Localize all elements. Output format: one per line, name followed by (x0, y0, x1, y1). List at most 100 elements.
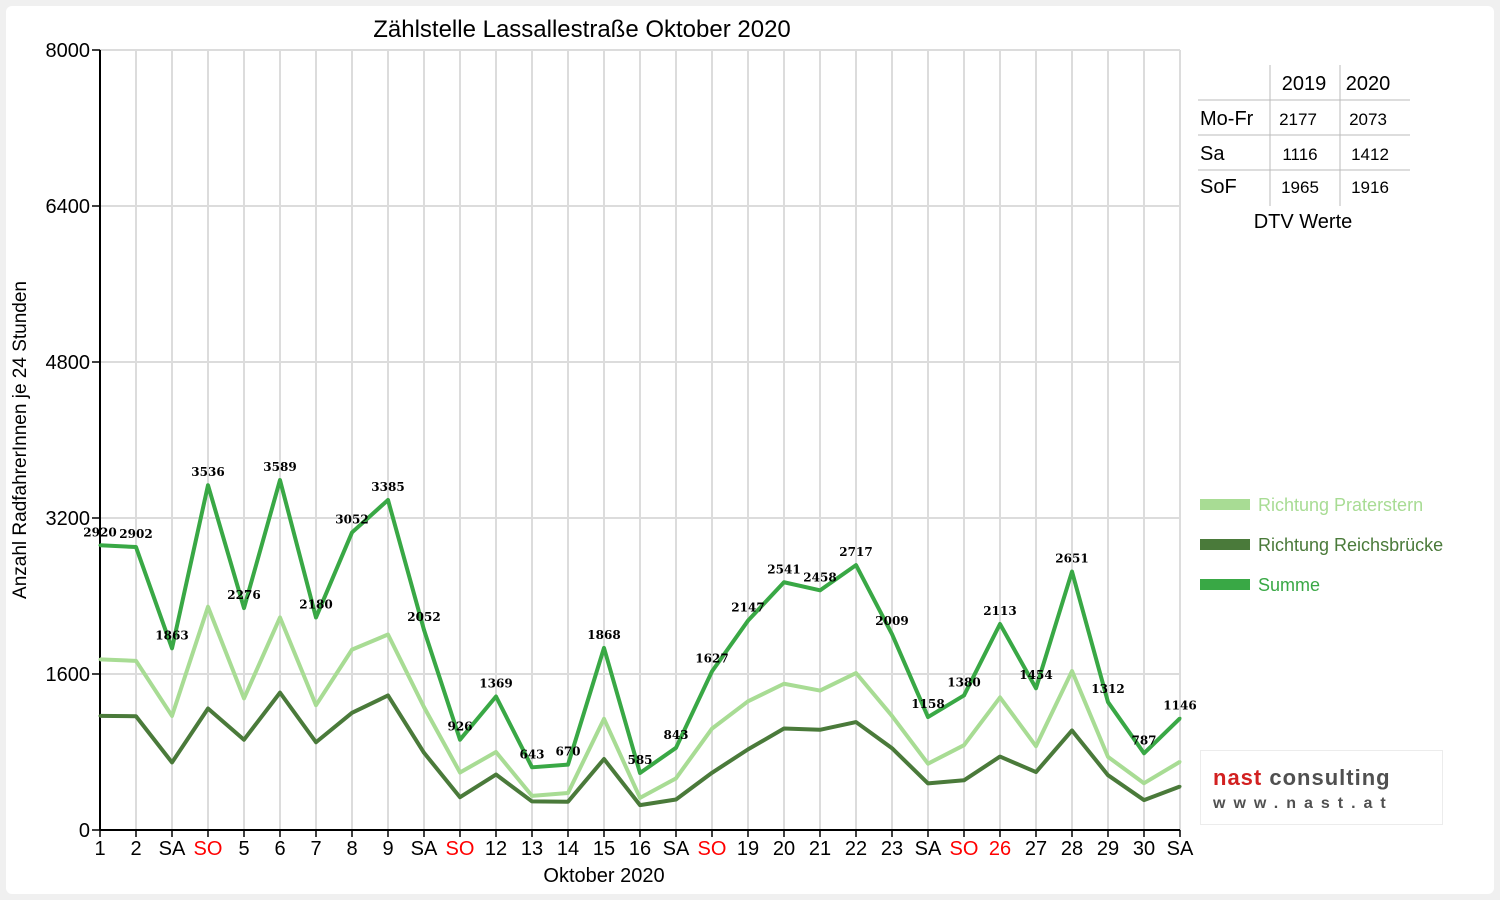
data-point (1070, 570, 1074, 574)
dtv-header-2019: 2019 (1282, 73, 1327, 95)
data-point (206, 605, 210, 609)
data-point (1142, 781, 1146, 785)
data-point (1106, 755, 1110, 759)
x-tick-label: 1 (94, 838, 105, 860)
y-tick-label: 4800 (46, 352, 91, 374)
data-point (206, 483, 210, 487)
data-label: 926 (447, 720, 472, 734)
data-point (746, 747, 750, 751)
x-tick-label: 20 (773, 838, 795, 860)
legend-label: Richtung Reichsbrücke (1258, 535, 1443, 555)
data-label: 643 (519, 747, 544, 761)
dtv-cell: 2073 (1349, 110, 1387, 129)
data-point (386, 498, 390, 502)
data-point (962, 743, 966, 747)
data-label: 2902 (119, 527, 152, 541)
data-label: 1146 (1163, 698, 1196, 712)
data-point (638, 771, 642, 775)
data-point (350, 530, 354, 534)
data-point (710, 669, 714, 673)
data-point (530, 765, 534, 769)
x-tick-label: 13 (521, 838, 543, 860)
x-tick-label: 14 (557, 838, 579, 860)
data-point (926, 781, 930, 785)
data-point (926, 762, 930, 766)
x-tick-label: 12 (485, 838, 507, 860)
data-label: 2717 (839, 545, 872, 559)
legend: Richtung Praterstern Richtung Reichsbrück… (1200, 495, 1443, 595)
data-point (710, 771, 714, 775)
dtv-row-label: SoF (1200, 176, 1237, 198)
data-point (638, 803, 642, 807)
data-point (458, 795, 462, 799)
data-label: 2052 (407, 610, 440, 624)
data-point (710, 727, 714, 731)
x-tick-label: 5 (238, 838, 249, 860)
x-axis-title: Oktober 2020 (543, 865, 664, 887)
data-point (1034, 686, 1038, 690)
data-point (170, 646, 174, 650)
data-point (530, 794, 534, 798)
data-point (242, 696, 246, 700)
x-tick-label: 2 (130, 838, 141, 860)
data-point (98, 657, 102, 661)
x-tick-label: SO (194, 838, 223, 860)
dtv-row-label: Mo-Fr (1200, 108, 1254, 130)
y-axis-title: Anzahl RadfahrerInnen je 24 Stunden (10, 281, 31, 599)
data-label: 787 (1131, 733, 1156, 747)
data-point (494, 773, 498, 777)
data-label: 1627 (695, 651, 728, 665)
data-label: 2920 (83, 525, 116, 539)
data-label: 1454 (1019, 668, 1052, 682)
data-point (422, 751, 426, 755)
x-tick-label: 23 (881, 838, 903, 860)
x-tick-label: 29 (1097, 838, 1119, 860)
data-point (458, 770, 462, 774)
data-point (314, 703, 318, 707)
data-label: 2651 (1055, 552, 1088, 566)
data-point (998, 695, 1002, 699)
data-point (602, 646, 606, 650)
data-point (242, 738, 246, 742)
data-label: 1369 (479, 677, 512, 691)
legend-swatch (1200, 499, 1250, 510)
data-point (854, 671, 858, 675)
data-point (854, 720, 858, 724)
data-point (494, 750, 498, 754)
data-label: 1863 (155, 628, 188, 642)
data-label: 2113 (983, 604, 1016, 618)
data-point (566, 763, 570, 767)
y-tick-label: 6400 (46, 196, 91, 218)
data-point (386, 693, 390, 697)
logo-url: www.nast.at (1213, 795, 1394, 812)
x-tick-label: 8 (346, 838, 357, 860)
data-point (674, 746, 678, 750)
data-point (242, 606, 246, 610)
data-label: 2541 (767, 562, 800, 576)
logo-nast: nast (1213, 765, 1263, 790)
data-point (890, 746, 894, 750)
data-point (818, 689, 822, 693)
data-point (386, 633, 390, 637)
data-label: 2009 (875, 614, 908, 628)
data-point (530, 799, 534, 803)
data-label: 1312 (1091, 682, 1124, 696)
data-point (998, 755, 1002, 759)
x-tick-label: 15 (593, 838, 615, 860)
x-tick-label: 21 (809, 838, 831, 860)
axes (92, 49, 1181, 837)
data-point (350, 648, 354, 652)
x-tick-label: 26 (989, 838, 1011, 860)
grid (100, 49, 1181, 830)
data-point (422, 705, 426, 709)
x-tick-labels: 1 2 SA SO 5 6 7 8 9 SA SO 12 13 14 15 16 SA SO 19 20 21 22 23 S… (94, 838, 1194, 860)
x-tick-label: 9 (382, 838, 393, 860)
data-label: 1158 (911, 697, 944, 711)
data-point (926, 715, 930, 719)
data-label: 2147 (731, 601, 764, 615)
x-tick-label: SA (915, 838, 942, 860)
dtv-cell: 1916 (1351, 178, 1389, 197)
data-point (782, 682, 786, 686)
x-tick-label: SO (950, 838, 979, 860)
y-tick-label: 0 (79, 820, 90, 842)
